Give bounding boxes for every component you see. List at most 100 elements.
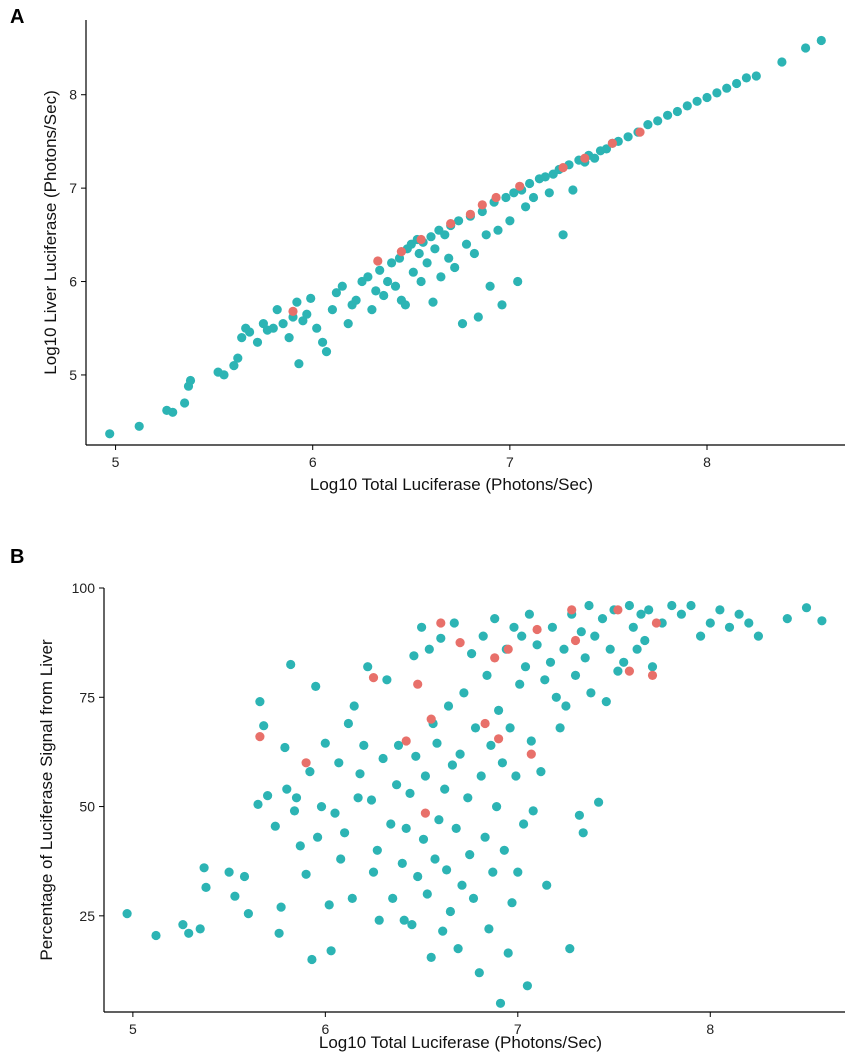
data-point: [424, 644, 434, 654]
data-point: [259, 721, 269, 731]
data-point: [363, 662, 373, 672]
data-point: [243, 909, 253, 919]
data-point: [230, 891, 240, 901]
data-point: [184, 928, 194, 938]
data-point: [586, 688, 596, 698]
data-point: [477, 200, 487, 210]
data-point: [513, 276, 523, 287]
data-point: [366, 795, 377, 805]
x-tick-label: 8: [703, 454, 711, 470]
data-point: [505, 723, 515, 733]
y-tick-label: 8: [69, 87, 77, 103]
data-point: [817, 616, 827, 626]
data-point: [584, 600, 594, 611]
data-point: [782, 614, 792, 624]
data-point: [383, 276, 393, 287]
data-point: [294, 359, 304, 369]
data-point: [408, 267, 418, 277]
data-point: [450, 262, 460, 273]
data-point: [392, 780, 402, 790]
data-point: [255, 697, 265, 707]
data-point: [663, 110, 673, 120]
data-point: [570, 670, 581, 681]
data-point: [555, 723, 565, 733]
x-axis-title: Log10 Total Luciferase (Photons/Sec): [310, 475, 593, 494]
data-point: [426, 952, 436, 963]
data-point: [540, 172, 550, 182]
data-point: [276, 902, 286, 912]
data-point: [544, 188, 554, 198]
data-point: [532, 624, 542, 635]
data-point: [432, 738, 442, 748]
data-point: [590, 631, 600, 641]
x-tick-label: 5: [129, 1021, 137, 1037]
data-point: [492, 802, 502, 812]
data-point: [732, 78, 742, 89]
data-point: [816, 35, 826, 46]
data-point: [367, 305, 377, 315]
y-tick-label: 6: [69, 274, 77, 290]
data-point: [436, 618, 446, 628]
data-point: [349, 701, 359, 711]
data-point: [647, 662, 658, 672]
data-point: [511, 771, 521, 781]
x-tick-label: 7: [514, 1021, 522, 1037]
data-point: [453, 944, 463, 954]
data-point: [301, 758, 311, 768]
data-point: [494, 734, 504, 744]
data-point: [288, 306, 298, 316]
data-point: [443, 701, 454, 711]
data-point: [305, 767, 315, 777]
data-point: [355, 769, 365, 779]
data-point: [312, 323, 322, 333]
data-point: [477, 206, 487, 217]
data-point: [301, 869, 311, 879]
data-point: [224, 867, 234, 877]
data-point: [517, 631, 527, 641]
data-point: [168, 407, 178, 417]
data-point: [416, 234, 426, 245]
data-point: [268, 323, 278, 333]
data-point: [417, 622, 427, 632]
data-point: [440, 784, 450, 794]
data-point: [233, 353, 243, 363]
data-point: [676, 609, 687, 619]
data-point: [368, 867, 379, 877]
data-point: [532, 640, 542, 650]
data-point: [474, 968, 484, 978]
data-point: [647, 670, 658, 681]
data-point: [255, 732, 265, 742]
data-point: [651, 618, 662, 628]
data-point: [284, 333, 294, 343]
data-point: [272, 305, 282, 315]
data-point: [734, 609, 744, 619]
data-point: [493, 225, 503, 235]
data-point: [401, 736, 411, 746]
data-point: [455, 638, 465, 648]
data-point: [430, 244, 440, 254]
data-point: [520, 662, 531, 672]
data-point: [515, 679, 525, 689]
y-tick-label: 25: [79, 908, 95, 924]
data-point: [536, 767, 546, 777]
data-point: [330, 808, 340, 818]
data-point: [457, 880, 467, 890]
data-point: [619, 657, 629, 667]
data-point: [274, 928, 284, 938]
data-point: [411, 751, 421, 761]
data-point: [568, 185, 578, 195]
data-point: [672, 106, 683, 117]
data-point: [178, 920, 188, 930]
data-point: [372, 845, 382, 855]
data-point: [134, 421, 144, 431]
data-point: [229, 361, 239, 371]
data-point: [486, 740, 496, 751]
data-point: [715, 605, 725, 615]
data-point: [463, 793, 473, 803]
data-point: [351, 295, 361, 305]
data-point: [454, 216, 464, 226]
data-point: [253, 799, 263, 810]
data-point: [401, 823, 411, 834]
data-point: [724, 622, 735, 632]
data-point: [682, 101, 692, 111]
